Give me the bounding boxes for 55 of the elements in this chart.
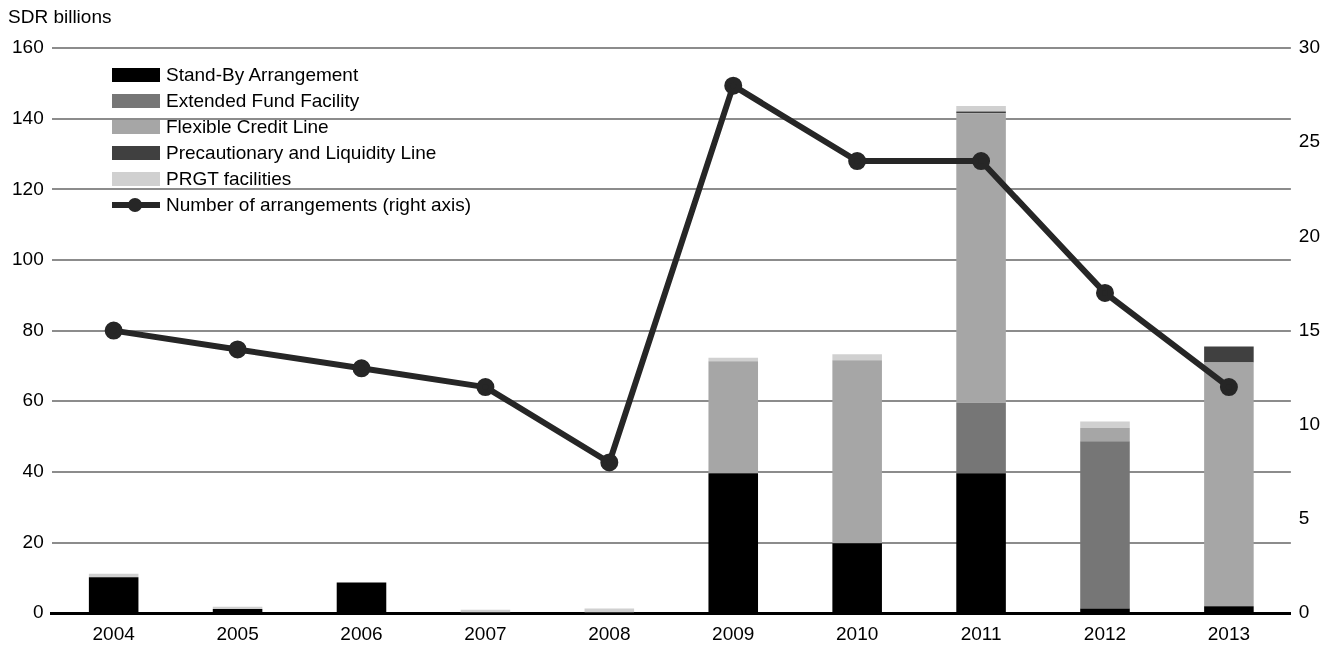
y2-tick-label: 5 bbox=[1298, 507, 1310, 529]
y2-tick-label: 15 bbox=[1298, 318, 1321, 340]
y2-tick-label: 30 bbox=[1298, 36, 1321, 58]
bar bbox=[1204, 362, 1254, 607]
y-tick-label: 20 bbox=[22, 530, 44, 552]
y-tick-label: 40 bbox=[22, 460, 44, 482]
legend-label: Number of arrangements (right axis) bbox=[166, 194, 472, 216]
point bbox=[1095, 283, 1114, 302]
point bbox=[352, 359, 371, 378]
point bbox=[724, 76, 743, 95]
y2-tick-label: 20 bbox=[1298, 224, 1321, 246]
x-tick-label: 2010 bbox=[836, 622, 879, 644]
point bbox=[972, 152, 991, 171]
bar bbox=[1080, 441, 1130, 609]
bar bbox=[212, 606, 263, 609]
point bbox=[228, 340, 247, 359]
bar bbox=[956, 402, 1006, 474]
legend-label: Extended Fund Facility bbox=[166, 90, 360, 112]
x-tick-label: 2006 bbox=[340, 622, 383, 644]
bar bbox=[832, 360, 882, 544]
point bbox=[600, 453, 619, 472]
x-tick-label: 2012 bbox=[1083, 622, 1127, 644]
x-tick-label: 2013 bbox=[1207, 622, 1251, 644]
y2-tick-label: 0 bbox=[1298, 601, 1310, 623]
point bbox=[476, 378, 495, 397]
legend-label: Stand-By Arrangement bbox=[166, 64, 359, 86]
y-tick-label: 160 bbox=[12, 36, 44, 58]
point bbox=[1219, 378, 1238, 397]
bar bbox=[1204, 346, 1254, 363]
bar bbox=[832, 354, 882, 361]
bar bbox=[708, 361, 759, 474]
y-tick-label: 80 bbox=[22, 318, 44, 340]
legend-label: Flexible Credit Line bbox=[166, 116, 329, 138]
x-tick-label: 2005 bbox=[216, 622, 259, 644]
bar bbox=[1080, 428, 1130, 442]
point bbox=[848, 152, 867, 171]
y-tick-label: 60 bbox=[22, 389, 44, 411]
y2-tick-label: 10 bbox=[1298, 413, 1321, 435]
legend-label: PRGT facilities bbox=[166, 168, 292, 190]
legend-label: Precautionary and Liquidity Line bbox=[166, 142, 437, 164]
x-tick-label: 2011 bbox=[960, 622, 1002, 644]
y-tick-label: 140 bbox=[12, 106, 44, 128]
point bbox=[104, 321, 123, 340]
y-tick-label: 100 bbox=[12, 248, 44, 270]
bar bbox=[956, 113, 1006, 403]
bar bbox=[1080, 421, 1130, 429]
y-tick-label: 120 bbox=[12, 177, 44, 199]
x-tick-label: 2008 bbox=[588, 622, 631, 644]
bar bbox=[956, 105, 1006, 112]
y-axis-title: SDR billions bbox=[8, 5, 112, 27]
y2-tick-label: 25 bbox=[1298, 130, 1321, 152]
y-tick-label: 0 bbox=[33, 601, 44, 623]
x-tick-label: 2007 bbox=[464, 622, 507, 644]
x-tick-label: 2009 bbox=[712, 622, 755, 644]
x-tick-label: 2004 bbox=[92, 622, 136, 644]
